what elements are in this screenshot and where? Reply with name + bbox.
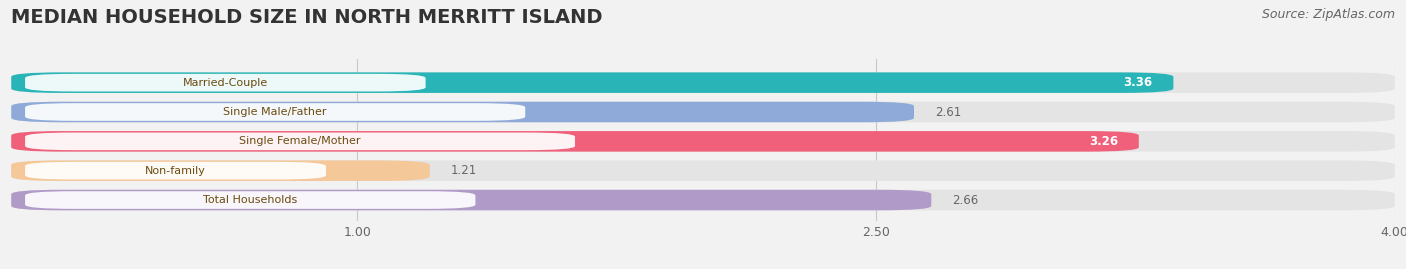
Text: Total Households: Total Households: [202, 195, 298, 205]
Text: 2.66: 2.66: [952, 193, 979, 207]
FancyBboxPatch shape: [25, 103, 526, 121]
Text: Non-family: Non-family: [145, 166, 205, 176]
Text: 2.61: 2.61: [935, 105, 960, 119]
FancyBboxPatch shape: [11, 190, 1395, 210]
FancyBboxPatch shape: [11, 102, 1395, 122]
Text: 1.21: 1.21: [450, 164, 477, 177]
Text: Source: ZipAtlas.com: Source: ZipAtlas.com: [1261, 8, 1395, 21]
FancyBboxPatch shape: [11, 131, 1395, 152]
Text: Single Female/Mother: Single Female/Mother: [239, 136, 361, 146]
FancyBboxPatch shape: [25, 191, 475, 209]
Text: 3.36: 3.36: [1123, 76, 1153, 89]
FancyBboxPatch shape: [25, 133, 575, 150]
FancyBboxPatch shape: [11, 131, 1139, 152]
FancyBboxPatch shape: [11, 102, 914, 122]
Text: MEDIAN HOUSEHOLD SIZE IN NORTH MERRITT ISLAND: MEDIAN HOUSEHOLD SIZE IN NORTH MERRITT I…: [11, 8, 603, 27]
Text: Married-Couple: Married-Couple: [183, 78, 269, 88]
FancyBboxPatch shape: [25, 74, 426, 91]
FancyBboxPatch shape: [11, 72, 1395, 93]
FancyBboxPatch shape: [11, 72, 1174, 93]
Text: Single Male/Father: Single Male/Father: [224, 107, 328, 117]
FancyBboxPatch shape: [11, 160, 430, 181]
FancyBboxPatch shape: [11, 190, 931, 210]
Text: 3.26: 3.26: [1088, 135, 1118, 148]
FancyBboxPatch shape: [25, 162, 326, 179]
FancyBboxPatch shape: [11, 160, 1395, 181]
